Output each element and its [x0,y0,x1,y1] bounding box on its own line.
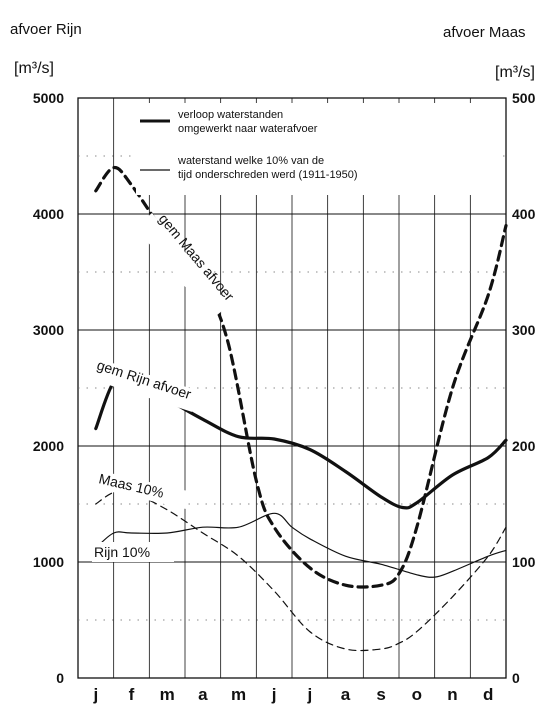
right-axis-unit: [m³/s] [495,64,535,81]
rijn-label-background [87,357,199,412]
left-axis-unit: [m³/s] [14,60,54,77]
month-label: d [483,685,493,704]
left-tick-label: 2000 [33,438,64,454]
month-label: o [412,685,422,704]
right-axis-title: afvoer Maas [443,24,526,41]
right-tick-label: 100 [512,554,536,570]
rijn10-label-background [92,542,174,562]
legend: verloop waterstanden omgewerkt naar wate… [136,103,498,195]
maas10-label-background [92,470,191,510]
series-gem-maas-afvoer-line [94,165,508,589]
month-label: j [271,685,277,704]
month-label: s [376,685,385,704]
right-tick-label: 400 [512,206,536,222]
left-tick-label: 4000 [33,206,64,222]
month-label: m [231,685,246,704]
right-tick-label: 500 [512,90,536,106]
series-rijn-10-line [95,512,507,578]
legend-thin-line1: waterstand welke 10% van de [177,155,324,167]
month-label: j [306,685,312,704]
month-label: a [341,685,351,704]
left-tick-label: 1000 [33,554,64,570]
series-maas-10-line [95,490,507,652]
left-tick-label: 0 [56,670,64,686]
month-label: j [92,685,98,704]
month-label: f [129,685,135,704]
month-label: n [447,685,457,704]
right-tick-label: 200 [512,438,536,454]
legend-thick-line1: verloop waterstanden [178,109,283,121]
legend-thick-line2: omgewerkt naar waterafvoer [178,123,318,135]
right-tick-label: 0 [512,670,520,686]
left-tick-label: 5000 [33,90,64,106]
month-label: a [198,685,208,704]
right-tick-labels: 0 100 200 300 400 500 [512,90,536,686]
left-tick-label: 3000 [33,322,64,338]
month-label: m [160,685,175,704]
legend-thin-line2: tijd onderschreden werd (1911-1950) [178,169,358,181]
left-tick-labels: 0 1000 2000 3000 4000 5000 [33,90,64,686]
left-axis-title: afvoer Rijn [10,21,82,38]
maas-label-background [135,213,230,320]
legend-background [136,103,498,195]
right-tick-label: 300 [512,322,536,338]
rijn-10-label: Rijn 10% [94,544,150,560]
